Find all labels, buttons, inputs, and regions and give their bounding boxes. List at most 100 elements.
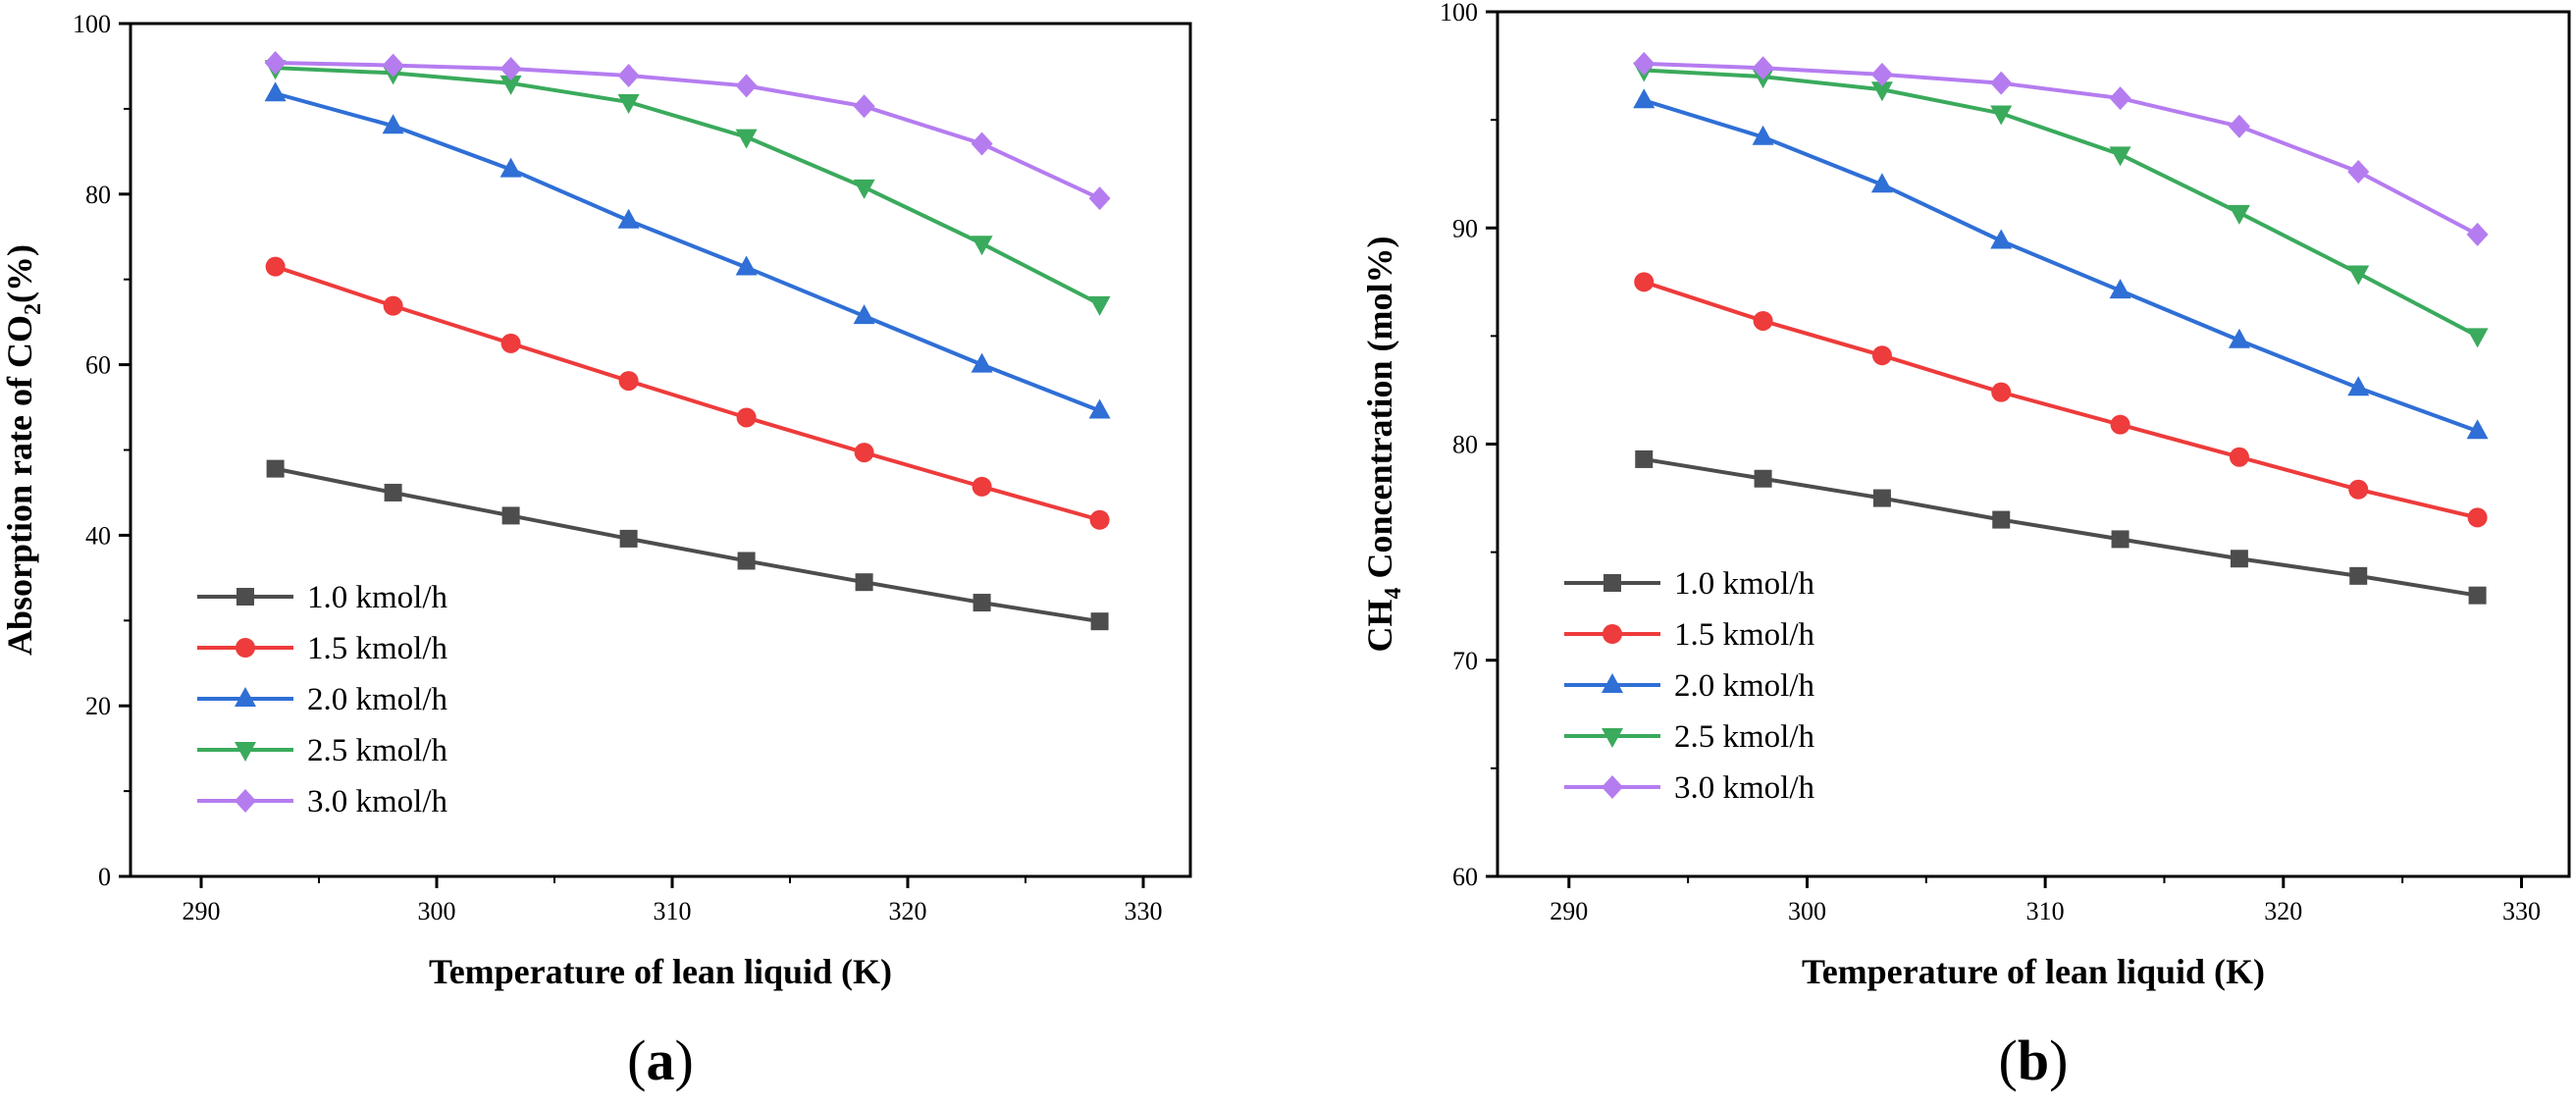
data-point-10 (737, 552, 756, 570)
data-point-30 (2347, 159, 2370, 184)
legend-marker-30 (1602, 775, 1623, 799)
y-tick-label: 20 (85, 692, 111, 720)
legend-marker-10 (1603, 574, 1621, 592)
data-point-15 (1753, 310, 1773, 331)
data-point-10 (1754, 469, 1772, 488)
x-tick-label: 300 (418, 897, 456, 925)
series-line-20 (1643, 98, 2479, 434)
data-point-20 (617, 208, 640, 229)
data-point-20 (2228, 328, 2250, 348)
data-point-30 (499, 57, 522, 81)
data-point-15 (618, 371, 639, 392)
data-point-15 (1089, 509, 1110, 530)
legend-label-30: 3.0 kmol/h (307, 784, 448, 819)
data-point-30 (1088, 186, 1111, 211)
legend-label-25: 2.5 kmol/h (307, 733, 448, 768)
data-point-10 (2111, 530, 2129, 549)
panel-label: (b) (1999, 1029, 2069, 1092)
data-point-25 (1088, 295, 1111, 316)
x-axis-title: Temperature of lean liquid (K) (1802, 952, 2265, 991)
legend-label-10: 1.0 kmol/h (307, 580, 448, 615)
y-axis-title: Absorption rate of CO2(%) (0, 244, 46, 656)
legend-marker-20 (1602, 673, 1623, 693)
data-point-10 (973, 594, 991, 612)
y-tick-label: 70 (1452, 647, 1478, 675)
data-point-10 (855, 573, 873, 592)
data-point-20 (1870, 173, 1893, 193)
data-point-15 (1634, 272, 1655, 292)
data-point-25 (853, 179, 875, 199)
series-line-25 (1644, 68, 2479, 339)
data-point-10 (2349, 566, 2368, 585)
data-point-30 (1633, 51, 1656, 76)
y-tick-label: 100 (73, 10, 111, 38)
y-tick-label: 0 (98, 863, 111, 891)
data-point-30 (1870, 62, 1893, 86)
series-line-10 (1643, 456, 2478, 598)
y-axis-title: CH4 Concentration (mol%) (1360, 237, 1406, 653)
data-point-10 (2468, 586, 2487, 605)
data-point-20 (382, 114, 404, 134)
data-point-15 (2348, 479, 2369, 500)
data-point-15 (736, 407, 757, 428)
legend-marker-25 (235, 742, 256, 762)
data-point-25 (2228, 204, 2250, 225)
chart-panel-b: 290 300 310 320 330 60 70 80 90 100 Temperature of… (1360, 0, 2571, 1092)
data-point-20 (2466, 419, 2489, 440)
data-point-30 (971, 132, 993, 156)
data-point-20 (2347, 376, 2370, 396)
data-point-15 (500, 333, 521, 353)
legend-marker-20 (235, 687, 256, 707)
legend-marker-15 (1603, 624, 1622, 644)
data-point-25 (971, 236, 993, 256)
series-line-30 (1644, 61, 2479, 237)
legend-label-20: 2.0 kmol/h (1674, 668, 1815, 704)
data-point-10 (1992, 510, 2011, 529)
legend-label-15: 1.5 kmol/h (1674, 617, 1815, 653)
data-point-30 (382, 53, 404, 78)
data-point-20 (264, 81, 287, 102)
legend-label-30: 3.0 kmol/h (1674, 770, 1815, 806)
legend-marker-15 (236, 638, 255, 658)
y-tick-label: 100 (1440, 0, 1478, 26)
data-point-10 (1635, 449, 1654, 468)
data-point-10 (1872, 489, 1891, 507)
x-tick-label: 320 (889, 897, 927, 925)
x-axis-title: Temperature of lean liquid (K) (429, 952, 892, 991)
series-line-25 (275, 66, 1101, 306)
x-tick-label: 320 (2264, 897, 2302, 925)
y-tick-label: 60 (85, 351, 111, 380)
data-point-20 (1633, 88, 1656, 109)
legend-marker-30 (235, 789, 256, 813)
data-point-25 (2347, 265, 2370, 286)
data-point-25 (499, 75, 522, 95)
data-point-15 (854, 443, 874, 463)
legend-label-10: 1.0 kmol/h (1674, 566, 1815, 602)
data-point-30 (264, 50, 287, 75)
legend-marker-25 (1602, 728, 1623, 748)
series-line-15 (1643, 280, 2479, 520)
y-tick-label: 60 (1452, 863, 1478, 891)
data-point-25 (1870, 81, 1893, 102)
data-point-15 (2467, 507, 2488, 528)
data-point-30 (2466, 222, 2489, 246)
data-point-25 (617, 93, 640, 114)
data-point-20 (2109, 279, 2131, 299)
data-point-15 (972, 476, 992, 497)
data-point-15 (383, 295, 403, 316)
data-point-15 (1991, 382, 2012, 402)
chart-panel-a: 290 300 310 320 330 0 20 40 60 80 100 Temperature o… (0, 10, 1192, 1092)
legend-marker-10 (237, 588, 254, 606)
data-point-25 (2109, 146, 2131, 167)
x-tick-label: 290 (183, 897, 221, 925)
data-point-20 (735, 255, 758, 276)
x-tick-label: 330 (2502, 897, 2541, 925)
data-point-15 (1871, 345, 1892, 366)
plot-area-frame (1496, 10, 2571, 878)
data-point-10 (1090, 612, 1109, 631)
data-point-25 (735, 129, 758, 149)
data-point-30 (2109, 86, 2131, 111)
x-tick-label: 310 (654, 897, 692, 925)
data-point-30 (853, 94, 875, 119)
